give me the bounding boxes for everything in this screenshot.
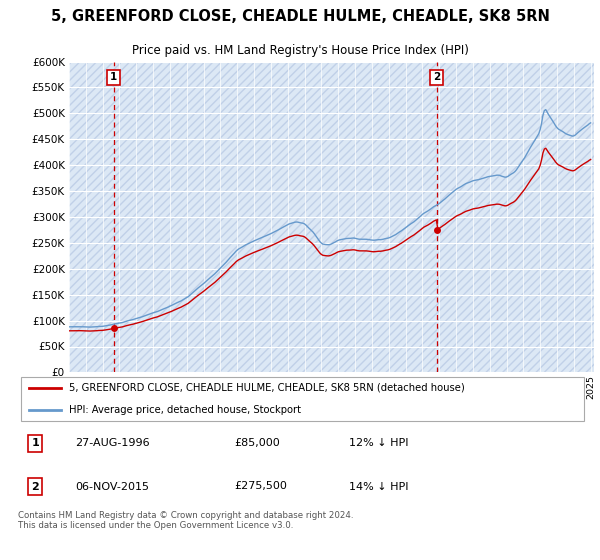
Text: 12% ↓ HPI: 12% ↓ HPI xyxy=(349,438,408,449)
Text: 1: 1 xyxy=(110,72,117,82)
Text: £85,000: £85,000 xyxy=(235,438,280,449)
Text: 27-AUG-1996: 27-AUG-1996 xyxy=(75,438,149,449)
Text: 2: 2 xyxy=(31,482,39,492)
Text: Price paid vs. HM Land Registry's House Price Index (HPI): Price paid vs. HM Land Registry's House … xyxy=(131,44,469,57)
Text: £275,500: £275,500 xyxy=(235,482,287,492)
Text: Contains HM Land Registry data © Crown copyright and database right 2024.
This d: Contains HM Land Registry data © Crown c… xyxy=(18,511,353,530)
Text: 5, GREENFORD CLOSE, CHEADLE HULME, CHEADLE, SK8 5RN (detached house): 5, GREENFORD CLOSE, CHEADLE HULME, CHEAD… xyxy=(70,382,465,393)
Text: 06-NOV-2015: 06-NOV-2015 xyxy=(75,482,149,492)
Text: 2: 2 xyxy=(433,72,440,82)
Text: 14% ↓ HPI: 14% ↓ HPI xyxy=(349,482,408,492)
Text: 5, GREENFORD CLOSE, CHEADLE HULME, CHEADLE, SK8 5RN: 5, GREENFORD CLOSE, CHEADLE HULME, CHEAD… xyxy=(50,9,550,24)
Text: 1: 1 xyxy=(31,438,39,449)
Text: HPI: Average price, detached house, Stockport: HPI: Average price, detached house, Stoc… xyxy=(70,405,301,416)
FancyBboxPatch shape xyxy=(21,377,584,421)
